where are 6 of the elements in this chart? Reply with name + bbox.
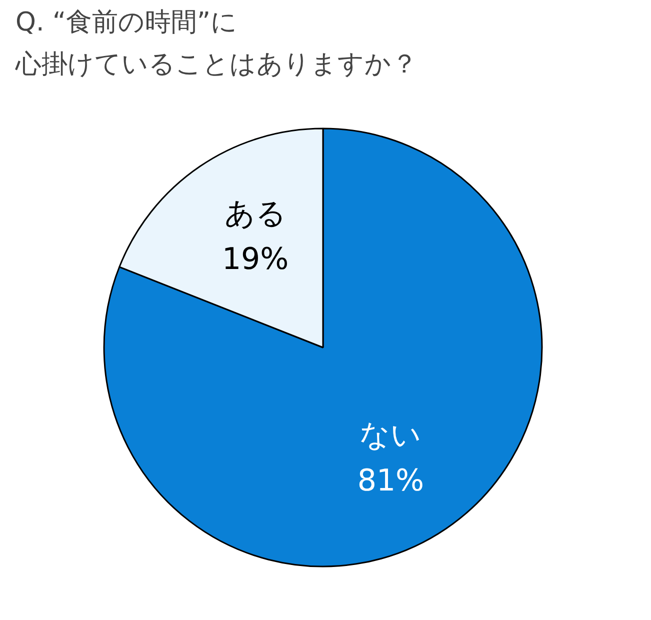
chart-title: Q. “食前の時間”に [16,8,238,38]
chart-subtitle: 心掛けていることはありますか？ [14,50,418,80]
slice-label: ある [224,196,286,232]
slice-label: ない [360,418,422,454]
data-label: 81% [357,464,424,499]
data-label: 19% [222,242,289,277]
